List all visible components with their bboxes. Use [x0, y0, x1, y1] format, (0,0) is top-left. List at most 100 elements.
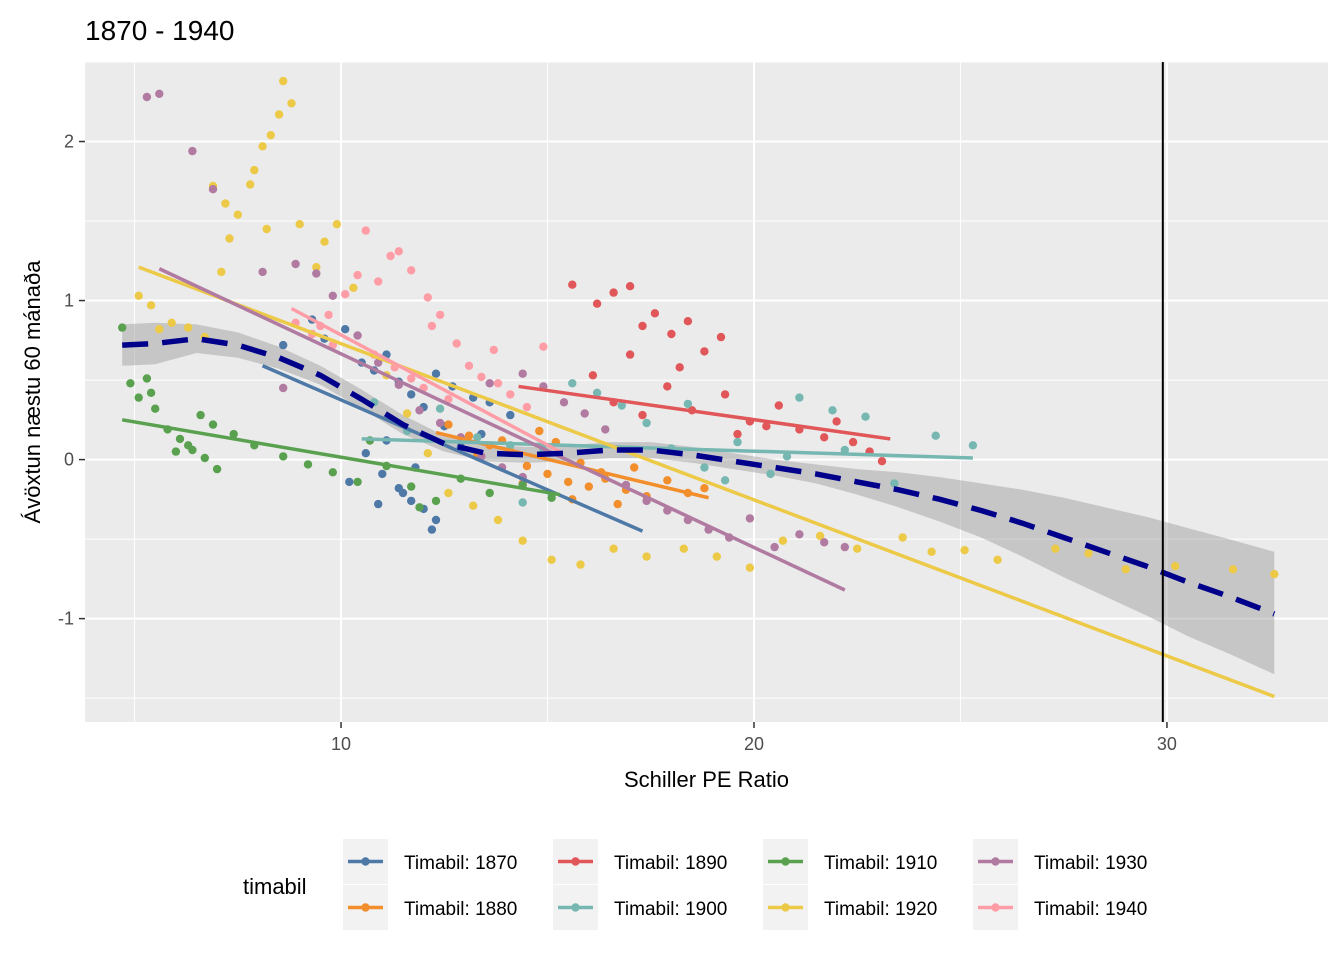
data-point — [638, 321, 647, 331]
smooth-confidence-band — [122, 322, 1275, 675]
data-point — [464, 431, 474, 440]
data-point — [184, 441, 193, 450]
data-point — [733, 437, 742, 447]
data-point — [625, 282, 635, 291]
data-point — [142, 374, 152, 383]
legend-key-dot — [781, 903, 790, 912]
regression-line — [518, 384, 891, 441]
data-point — [341, 290, 350, 299]
regression-line — [261, 364, 644, 533]
data-point — [435, 404, 445, 413]
data-point — [402, 409, 412, 418]
data-point — [778, 536, 788, 545]
data-point — [828, 406, 837, 415]
data-point — [229, 429, 238, 439]
x-tick-label: 20 — [744, 734, 764, 754]
data-point — [663, 476, 672, 485]
legend-key-dot — [361, 857, 370, 866]
data-point — [312, 263, 321, 272]
data-point — [361, 449, 370, 458]
data-point — [493, 515, 503, 525]
data-point — [287, 99, 296, 108]
data-point — [592, 299, 602, 308]
x-tick-label: 10 — [331, 734, 351, 754]
data-point — [295, 220, 304, 229]
data-point — [522, 402, 532, 412]
data-point — [378, 469, 387, 479]
data-point — [766, 469, 775, 479]
data-point — [795, 530, 804, 539]
data-point — [832, 417, 841, 426]
data-point — [167, 318, 176, 327]
data-point — [667, 329, 676, 339]
data-point — [931, 431, 940, 440]
data-point — [200, 453, 209, 463]
legend-key-dot — [361, 903, 370, 912]
scatter-points — [118, 76, 1279, 579]
data-point — [258, 267, 267, 277]
data-point — [493, 379, 503, 388]
data-point — [477, 372, 486, 382]
legend-label: Timabil: 1910 — [824, 853, 937, 874]
data-point — [349, 283, 358, 292]
data-point — [171, 447, 181, 456]
data-point — [1228, 565, 1238, 574]
data-point — [840, 445, 849, 455]
data-point — [683, 399, 693, 409]
data-point — [522, 461, 532, 471]
data-point — [332, 220, 342, 229]
data-point — [374, 358, 383, 367]
data-point — [1084, 549, 1093, 558]
data-point — [840, 542, 849, 552]
data-point — [274, 110, 284, 119]
data-point — [716, 332, 726, 342]
data-point — [518, 369, 527, 378]
legend-key-dot — [571, 903, 580, 912]
data-point — [683, 317, 693, 326]
regression-line — [290, 306, 561, 454]
data-point — [774, 401, 783, 410]
data-point — [518, 498, 527, 507]
data-point — [518, 536, 527, 545]
data-point — [431, 515, 441, 525]
data-point — [588, 371, 598, 380]
data-point — [601, 425, 610, 434]
legend-label: Timabil: 1940 — [1034, 899, 1147, 920]
y-tick-label: 1 — [64, 291, 74, 311]
legend-label: Timabil: 1880 — [404, 899, 517, 920]
y-tick-label: -1 — [58, 609, 74, 629]
data-point — [650, 309, 660, 318]
data-point — [155, 89, 164, 99]
data-point — [126, 379, 135, 388]
data-point — [118, 323, 127, 332]
data-point — [407, 266, 416, 275]
data-point — [663, 382, 672, 391]
data-point — [485, 488, 494, 498]
y-tick-label: 0 — [64, 450, 74, 470]
data-point — [279, 340, 288, 350]
data-point — [444, 420, 453, 429]
data-point — [564, 477, 573, 487]
chart-title: 1870 - 1940 — [85, 15, 234, 46]
data-point — [609, 544, 618, 553]
data-point — [146, 301, 156, 310]
data-point — [361, 226, 370, 235]
data-point — [848, 437, 858, 447]
data-point — [820, 538, 829, 547]
data-point — [745, 563, 755, 572]
data-point — [568, 379, 577, 388]
legend-label: Timabil: 1890 — [614, 853, 727, 874]
data-point — [795, 393, 804, 402]
data-point — [820, 433, 829, 442]
data-point — [712, 552, 721, 561]
data-point — [353, 477, 362, 487]
data-point — [431, 496, 441, 506]
x-axis-ticks: 10 20 30 — [331, 722, 1177, 754]
plot-background — [85, 62, 1328, 722]
regression-line — [121, 418, 561, 497]
y-tick-label: 2 — [64, 132, 74, 152]
data-point — [1121, 565, 1130, 574]
data-point — [233, 210, 242, 219]
data-point — [539, 342, 548, 351]
data-point — [642, 552, 651, 561]
